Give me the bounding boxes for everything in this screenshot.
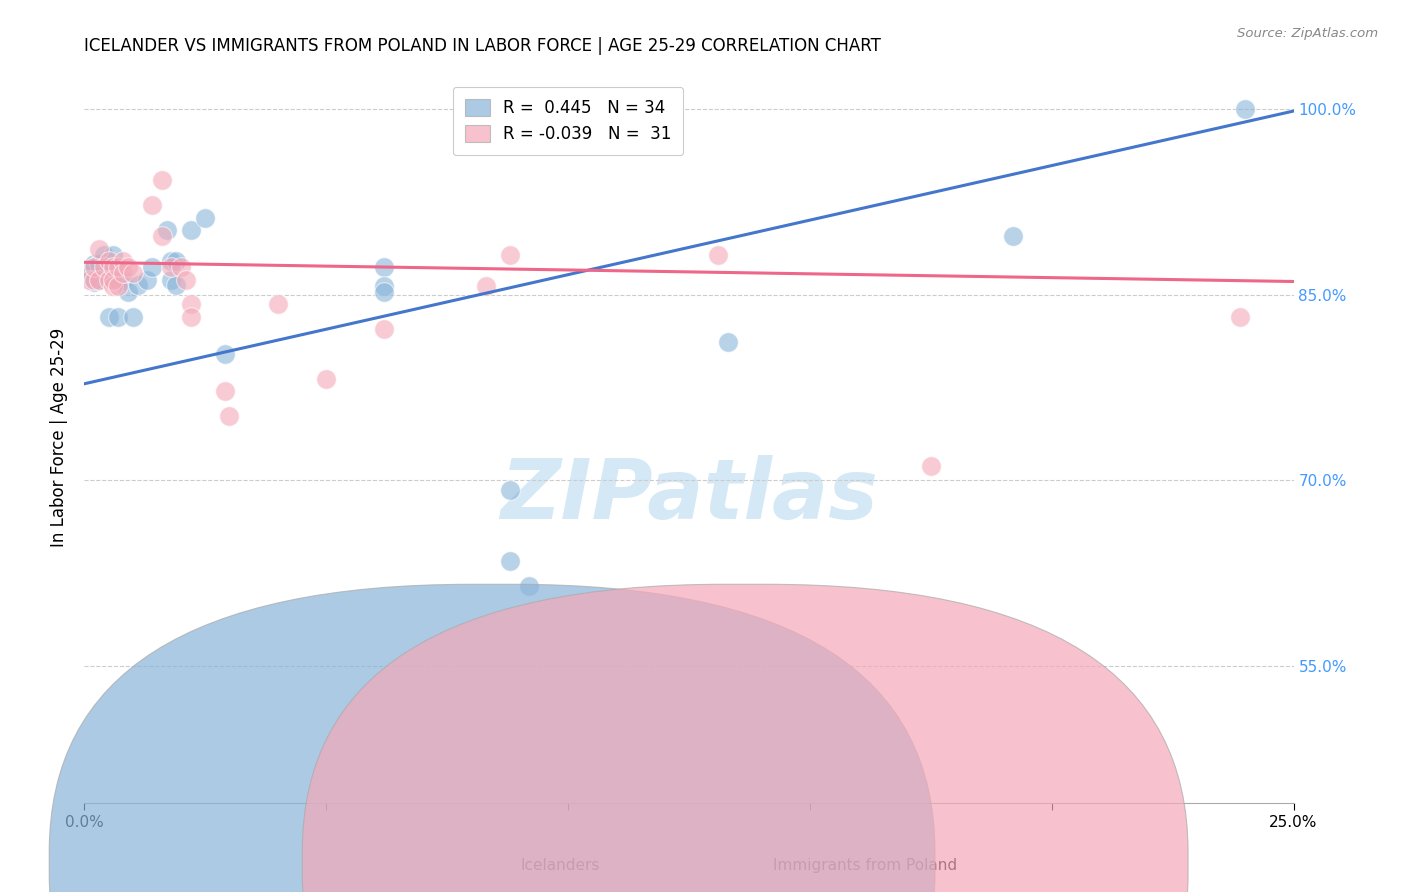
Point [97,310,120,324]
Point [103,260,125,275]
Point [107,260,129,275]
Point [180,297,202,311]
Point [160,254,183,268]
Y-axis label: In Labor Force | Age 25-29: In Labor Force | Age 25-29 [51,327,69,547]
Point [1001,229,1024,244]
Point [77,268,100,283]
Point [87,256,110,270]
Point [513,102,536,116]
Point [475,278,498,293]
Point [83,275,105,289]
Point [112,254,135,268]
Point [373,322,395,336]
Point [218,409,240,423]
Point [77,272,100,286]
Point [513,102,536,116]
Point [136,272,159,286]
Point [155,223,177,237]
Point [83,272,105,286]
Point [112,272,135,286]
Point [93,248,115,262]
Point [499,483,522,498]
Point [170,260,193,275]
Point [373,285,395,299]
Point [83,260,105,275]
Point [103,278,125,293]
Point [87,272,110,286]
Point [121,267,143,281]
Point [165,254,187,268]
Point [180,310,202,324]
Point [93,260,115,275]
Legend: R =  0.445   N = 34, R = -0.039   N =  31: R = 0.445 N = 34, R = -0.039 N = 31 [453,87,683,155]
Point [1229,310,1251,324]
Point [315,372,337,386]
Point [93,265,115,279]
Text: ICELANDER VS IMMIGRANTS FROM POLAND IN LABOR FORCE | AGE 25-29 CORRELATION CHART: ICELANDER VS IMMIGRANTS FROM POLAND IN L… [84,37,882,54]
Point [174,272,197,286]
Point [150,229,173,244]
Point [150,173,173,187]
Point [77,262,100,277]
Point [97,260,120,275]
Point [373,260,395,275]
Text: Source: ZipAtlas.com: Source: ZipAtlas.com [1237,27,1378,40]
Point [1234,102,1257,116]
Point [107,272,129,286]
Point [373,278,395,293]
Point [103,265,125,279]
Point [87,242,110,256]
Point [517,579,540,593]
Text: Immigrants from Poland: Immigrants from Poland [773,858,957,872]
Point [103,248,125,262]
Point [83,256,105,270]
Point [103,272,125,286]
Point [117,285,139,299]
Point [499,554,522,568]
Point [717,334,740,349]
Point [707,248,730,262]
Text: ZIPatlas: ZIPatlas [501,455,877,536]
Text: Icelanders: Icelanders [520,858,599,872]
Point [97,272,120,286]
Point [165,277,187,292]
Point [127,277,149,292]
Point [267,297,290,311]
Point [160,260,183,275]
Point [97,254,120,268]
Point [499,248,522,262]
Point [141,260,163,275]
Point [107,278,129,293]
Point [121,310,143,324]
Point [141,198,163,212]
Point [160,272,183,286]
Point [920,458,942,473]
Point [117,260,139,275]
Point [107,310,129,324]
Point [180,223,202,237]
Point [214,347,236,361]
Point [194,211,217,225]
Point [214,384,236,399]
Point [87,272,110,286]
Point [112,267,135,281]
